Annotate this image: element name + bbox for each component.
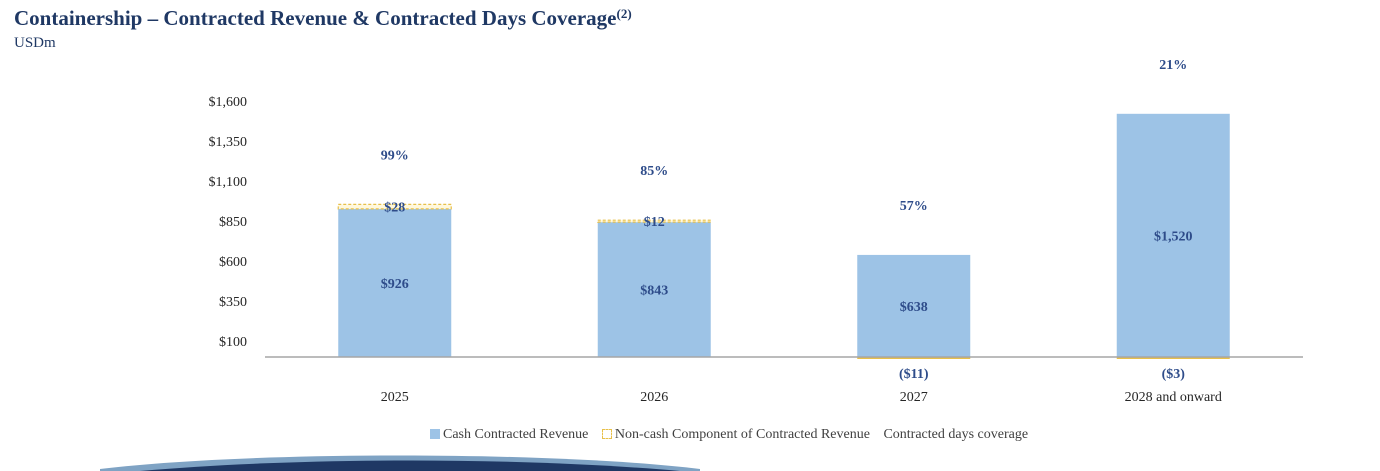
data-label-cash: $1,520 bbox=[1154, 229, 1193, 244]
y-tick-label: $1,350 bbox=[209, 135, 248, 150]
legend-item-cash: Cash Contracted Revenue bbox=[430, 427, 588, 443]
data-label-noncash: $28 bbox=[384, 201, 405, 216]
chart-title: Containership – Contracted Revenue & Con… bbox=[14, 6, 632, 31]
legend-label-noncash: Non-cash Component of Contracted Revenue bbox=[614, 427, 870, 442]
data-label-noncash: $12 bbox=[644, 215, 665, 230]
x-category-label: 2026 bbox=[640, 390, 668, 405]
bar-cash-2027 bbox=[857, 254, 971, 357]
data-label-coverage: 85% bbox=[640, 164, 668, 179]
data-label-noncash: ($3) bbox=[1162, 367, 1186, 382]
data-label-coverage: 99% bbox=[381, 148, 409, 163]
bar-cash-2028 and onward bbox=[1116, 113, 1230, 357]
legend-swatch-noncash bbox=[601, 429, 612, 439]
y-tick-label: $100 bbox=[219, 335, 247, 350]
data-label-cash: $843 bbox=[640, 284, 668, 299]
x-category-label: 2025 bbox=[381, 390, 409, 405]
y-tick-label: $1,600 bbox=[209, 95, 248, 110]
y-tick-label: $350 bbox=[219, 295, 247, 310]
y-tick-label: $1,100 bbox=[209, 175, 248, 190]
data-label-coverage: 21% bbox=[1159, 58, 1187, 73]
y-tick-label: $600 bbox=[219, 255, 247, 270]
legend-swatch-cash bbox=[430, 429, 440, 439]
data-label-noncash: ($11) bbox=[899, 367, 929, 382]
data-label-cash: $638 bbox=[900, 300, 928, 315]
bar-noncash-2026 bbox=[597, 219, 712, 223]
bar-noncash-2027 bbox=[857, 357, 971, 359]
y-tick-label: $850 bbox=[219, 215, 247, 230]
footer-wave-decoration bbox=[100, 455, 700, 471]
chart-subtitle: USDm bbox=[14, 35, 56, 51]
legend-item-noncash: Non-cash Component of Contracted Revenue bbox=[601, 427, 870, 443]
legend-item-coverage: Contracted days coverage bbox=[883, 427, 1028, 443]
legend-label-coverage: Contracted days coverage bbox=[883, 427, 1029, 442]
x-category-label: 2027 bbox=[900, 390, 928, 405]
bar-cash-2026 bbox=[597, 222, 711, 357]
chart-legend: Cash Contracted Revenue Non-cash Compone… bbox=[430, 427, 1038, 443]
x-category-label: 2028 and onward bbox=[1125, 390, 1222, 405]
data-label-coverage: 57% bbox=[900, 199, 928, 214]
bar-noncash-2025 bbox=[337, 203, 452, 210]
data-label-cash: $926 bbox=[381, 277, 409, 292]
bar-cash-2025 bbox=[338, 208, 452, 357]
chart-title-footnote: (2) bbox=[616, 6, 632, 21]
chart-title-text: Containership – Contracted Revenue & Con… bbox=[14, 6, 617, 30]
bar-noncash-2028 and onward bbox=[1116, 357, 1230, 359]
legend-label-cash: Cash Contracted Revenue bbox=[443, 427, 589, 442]
